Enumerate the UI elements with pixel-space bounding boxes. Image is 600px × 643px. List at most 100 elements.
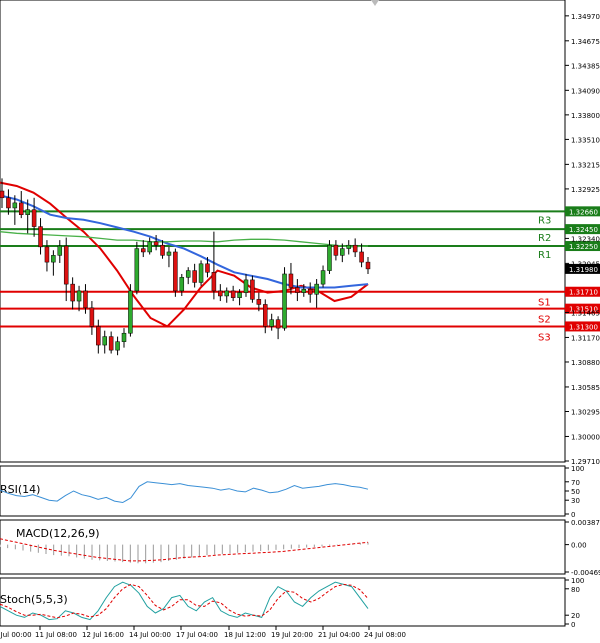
macd-signal-line [0,538,369,562]
candle-body [179,277,185,292]
stoch-signal-line [0,583,369,619]
candle-body [263,304,268,327]
time-tick-label: 1 Jul 00:00 [0,631,32,639]
level-tag-r3 [565,206,600,217]
rsi-label: RSI(14) [0,483,40,496]
time-tick-label: 11 Jul 08:00 [35,631,77,639]
price-tick-label: 1.32340 [571,235,600,243]
level-value-r1: 1.32250 [569,243,598,251]
indicator-tick-label: 30 [571,497,580,505]
price-axis: 1.34970 1.34675 1.34385 1.34090 1.33800 1.335… [565,13,600,466]
indicator-tick-label: -0.004694 [571,569,600,577]
candle-body [352,244,358,253]
candle-body [173,251,178,292]
current-price-tag [565,263,600,274]
stoch-label: Stoch(5,5,3) [0,593,68,606]
level-value-r2: 1.32450 [569,226,598,234]
candle-body [307,288,313,295]
candle-body [70,283,75,302]
panel-frame-2 [0,519,566,575]
candle-body [230,290,236,298]
level-name-s3: S3 [538,332,551,343]
price-tick-label: 1.34675 [571,38,600,46]
price-tick-label: 1.34090 [571,87,600,95]
price-tick-label: 1.30585 [571,384,600,392]
level-name-r3: R3 [538,215,551,226]
rsi-line [0,481,369,504]
time-tick-label: 17 Jul 04:00 [176,631,218,639]
macd-panel[interactable]: MACD(12,26,9) 0.003876 0.00 -0.004694 [0,519,600,577]
level-tag-r2 [565,224,600,235]
price-tick-label: 1.32925 [571,186,600,194]
stoch-main-line [0,581,369,621]
candle-body [288,273,294,288]
time-tick-label: 18 Jul 12:00 [224,631,266,639]
time-tick-label: 19 Jul 20:00 [271,631,313,639]
candle-body [211,272,217,292]
price-tick-label: 1.31170 [571,334,600,342]
candle-body [115,341,120,351]
level-name-s2: S2 [538,315,551,326]
level-value-s1: 1.31710 [569,289,598,297]
indicator-tick-label: 0 [571,621,575,629]
price-tick-label: 1.34970 [571,13,600,21]
ma-line-fast [0,181,369,328]
level-tag-s1 [565,286,600,297]
candle-body [134,248,140,292]
scroll-arrow-icon [371,0,379,6]
level-name-r2: R2 [538,233,551,244]
candle-body [275,319,281,329]
candle-body [250,279,255,300]
candle-body [320,270,326,285]
ma-line-medium [0,194,369,289]
candle-body [96,326,101,346]
candle-body [224,290,229,297]
candle-body [89,307,95,327]
level-value-s2: 1.31510 [569,306,598,314]
price-tick-label: 1.29710 [571,458,600,466]
candle-body [57,245,63,256]
current-price-label: 1.31980 [569,266,598,274]
indicator-tick-label: 50 [571,488,580,496]
candle-body [25,209,30,215]
candle-body [237,292,242,298]
moving-averages [0,181,369,328]
candle-body [301,288,307,293]
price-tick-label: 1.33510 [571,136,600,144]
indicator-tick-label: 0.00 [571,542,587,550]
level-tag-r1 [565,241,600,252]
time-tick-label: 14 Jul 00:00 [129,631,171,639]
candle-body [218,290,223,297]
candle-body [83,290,88,309]
candle-body [333,244,339,256]
price-tick-label: 1.33215 [571,161,600,169]
price-tick-label: 1.34385 [571,62,600,70]
level-name-s1: S1 [538,298,551,309]
level-value-s3: 1.31300 [569,323,598,331]
candle-body [166,251,172,256]
candle-body [63,245,69,285]
candle-body [160,244,165,256]
indicator-tick-label: 20 [571,612,580,620]
candle-body [243,279,249,293]
price-panel[interactable]: R3 1.32660 R2 1.32450 R1 1.32250 S1 1.31710 S2 1.… [0,13,600,466]
candle-body [38,226,43,248]
macd-label: MACD(12,26,9) [16,527,100,540]
candle-body [147,241,152,253]
panel-frame-3 [0,577,566,627]
time-tick-label: 12 Jul 16:00 [82,631,124,639]
candle-body [314,283,319,295]
candle-body [31,209,37,227]
candle-body [0,190,5,199]
candle-body [102,336,107,346]
price-tick-label: 1.33800 [571,112,600,120]
price-tick-label: 1.31465 [571,309,600,317]
candle-body [76,290,82,302]
indicator-tick-label: 80 [571,586,580,594]
candle-body [6,197,11,209]
candlesticks [0,178,371,356]
